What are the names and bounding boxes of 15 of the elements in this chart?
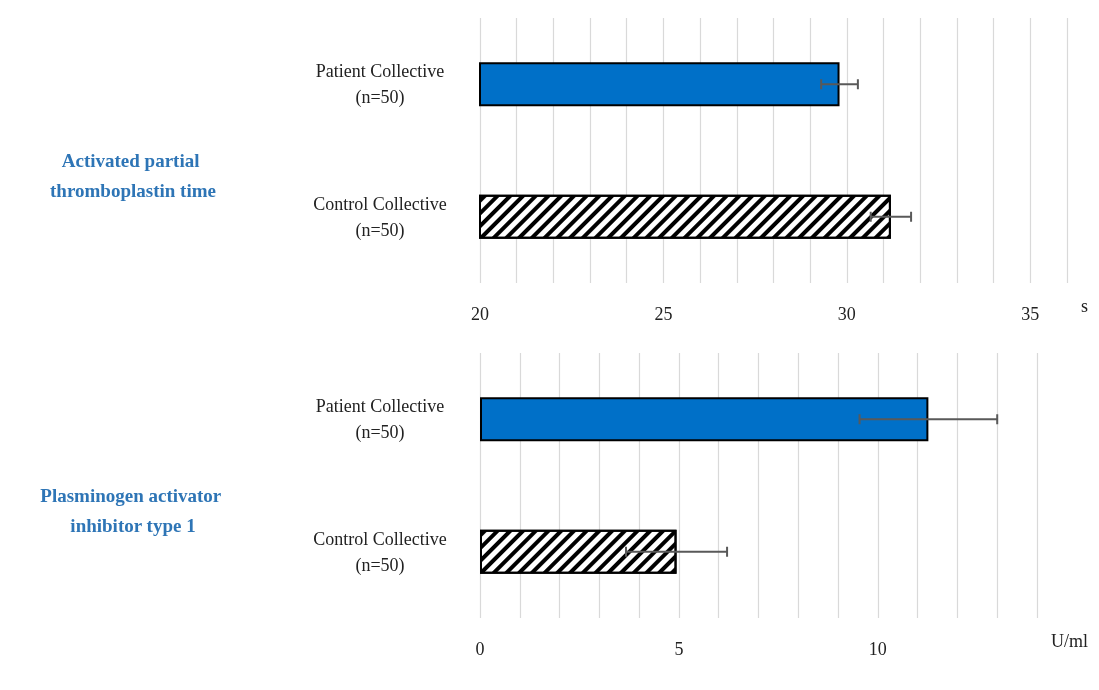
x-tick-label: 25 <box>654 304 673 324</box>
x-tick-label: 20 <box>471 304 489 324</box>
x-tick-label: 10 <box>868 639 887 659</box>
text: Activated partial thromboplastin time <box>50 150 216 201</box>
text: Plasminogen activator inhibitor type 1 <box>40 485 226 536</box>
y-tick-label: Control Collective (n=50) <box>313 193 447 241</box>
x-tick-label: 30 <box>837 304 856 324</box>
y-tick-label: Patient Collective (n=50) <box>315 396 445 444</box>
x-tick-label: 0 <box>475 639 485 659</box>
y-tick-label: Patient Collective (n=50) <box>315 61 445 109</box>
x-tick-label: 35 <box>1021 304 1040 324</box>
y-tick-label: Control Collective (n=50) <box>313 528 447 576</box>
x-axis-title: U/ml <box>1051 631 1089 651</box>
x-tick-label: 5 <box>674 639 684 659</box>
x-axis-title: s <box>1081 296 1089 316</box>
